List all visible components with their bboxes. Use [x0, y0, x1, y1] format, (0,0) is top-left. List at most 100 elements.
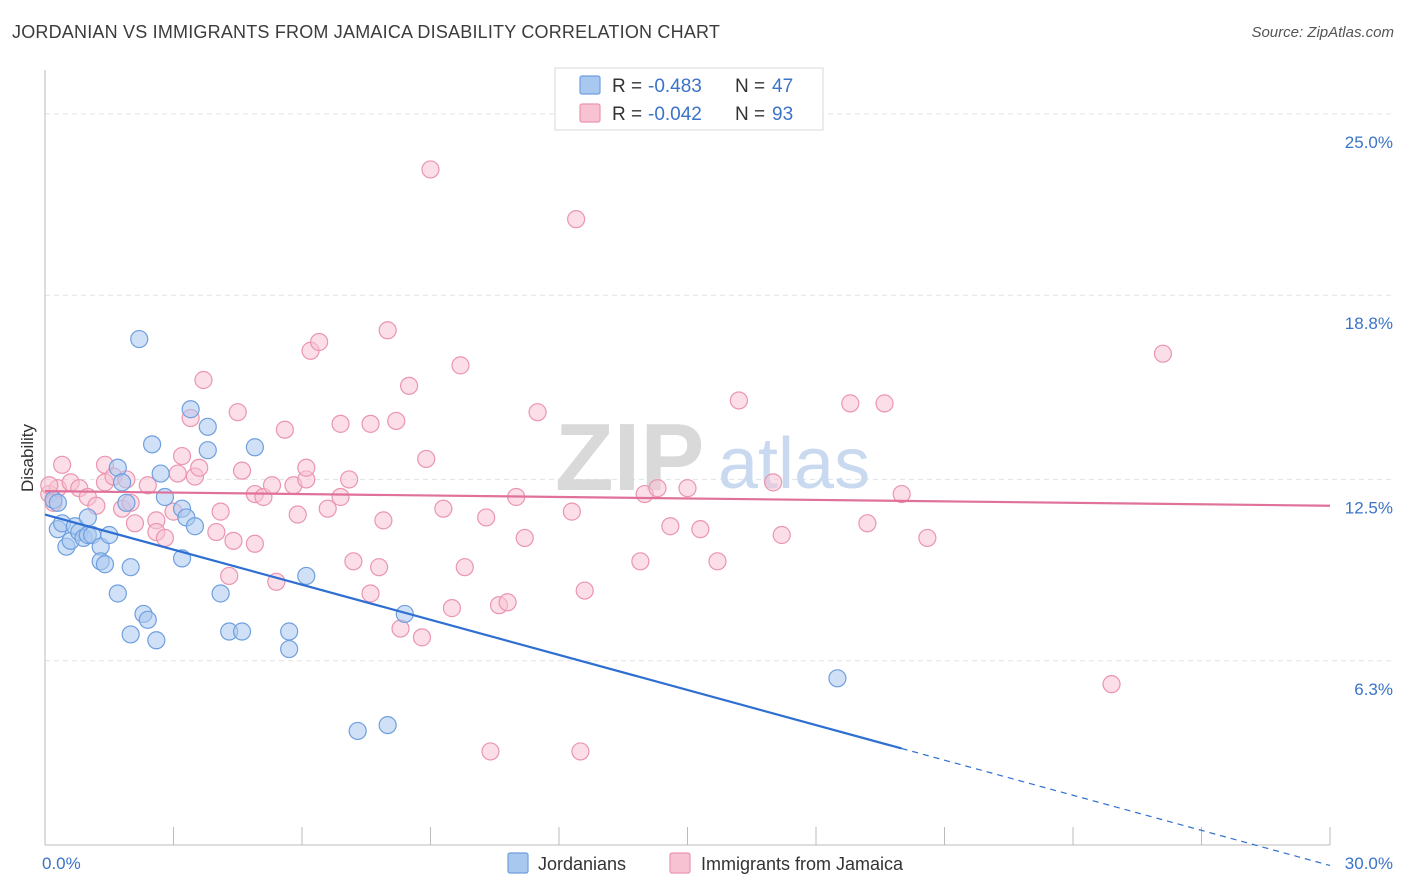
point-jamaica: [1102, 675, 1121, 694]
point-jamaica: [515, 528, 534, 548]
point-jordanian: [142, 435, 162, 454]
point-jordanian: [280, 622, 299, 641]
point-jamaica: [841, 394, 860, 413]
point-jamaica: [207, 522, 226, 542]
point-jamaica: [138, 476, 157, 495]
legend-n-label-1: N =: [735, 76, 765, 97]
point-jamaica: [648, 479, 667, 498]
point-jamaica: [434, 499, 453, 518]
point-jamaica: [224, 531, 243, 550]
point-jordanian: [185, 517, 205, 536]
point-jamaica: [361, 414, 380, 433]
point-jamaica: [678, 479, 697, 498]
point-jamaica: [172, 446, 192, 466]
point-jamaica: [562, 502, 581, 521]
point-jamaica: [331, 487, 350, 507]
point-jamaica: [1153, 344, 1173, 363]
watermark: ZIP atlas: [555, 404, 870, 511]
point-jamaica: [370, 558, 389, 577]
y-axis-title: Disability: [18, 423, 37, 492]
point-jordanian: [378, 715, 397, 735]
point-jamaica: [232, 461, 252, 480]
x-tick-max: 30.0%: [1345, 854, 1393, 873]
point-jordanian: [78, 508, 97, 527]
trend-line-jordanians: [44, 513, 902, 750]
point-jamaica: [571, 742, 590, 761]
point-jordanian: [95, 555, 115, 574]
y-tick-label: 12.5%: [1345, 498, 1393, 517]
point-jamaica: [331, 414, 350, 433]
point-jordanian: [348, 721, 367, 741]
point-jordanian: [245, 438, 264, 457]
bottom-legend-jordanians: Jordanians: [538, 854, 626, 874]
bottom-legend-jamaica: Immigrants from Jamaica: [701, 854, 904, 874]
point-jamaica: [455, 558, 474, 577]
point-jamaica: [190, 458, 209, 477]
point-jamaica: [194, 370, 213, 390]
point-jordanian: [828, 669, 847, 688]
legend-n-label-2: N =: [735, 104, 765, 125]
legend-swatch-jamaica: [579, 103, 601, 123]
point-jordanian: [112, 473, 132, 492]
bottom-legend-swatch-jamaica: [669, 852, 691, 874]
legend-r-value-1: -0.483: [648, 76, 702, 97]
trend-lines: [44, 490, 1331, 867]
point-jamaica: [378, 321, 397, 340]
point-jamaica: [387, 411, 406, 431]
chart-title: JORDANIAN VS IMMIGRANTS FROM JAMAICA DIS…: [12, 22, 721, 42]
point-jamaica: [729, 391, 749, 410]
legend-swatch-jordanians: [579, 75, 601, 95]
point-jordanian: [121, 558, 140, 577]
y-tick-label: 18.8%: [1345, 314, 1393, 333]
axes: [44, 70, 1331, 846]
point-jordanian: [232, 622, 252, 641]
point-jamaica: [399, 376, 419, 395]
point-jamaica: [691, 520, 710, 539]
point-jamaica: [374, 511, 393, 530]
y-tick-label: 25.0%: [1345, 133, 1393, 152]
point-jordanian: [280, 639, 299, 659]
point-jamaica: [498, 593, 517, 612]
point-jamaica: [892, 484, 911, 504]
point-jordanian: [130, 329, 149, 349]
point-jordanian: [108, 584, 127, 603]
stats-legend: R = -0.483 N = 47 R = -0.042 N = 93: [554, 67, 824, 131]
point-jamaica: [875, 394, 894, 413]
point-jamaica: [125, 514, 145, 533]
series-legend: Jordanians Immigrants from Jamaica: [507, 852, 904, 874]
point-jordanian: [198, 441, 217, 460]
point-jordanian: [138, 610, 157, 629]
point-jamaica: [155, 528, 175, 548]
legend-r-label-1: R =: [612, 76, 642, 97]
point-jamaica: [310, 332, 329, 352]
point-jamaica: [528, 403, 547, 422]
point-jamaica: [421, 160, 440, 179]
watermark-atlas: atlas: [718, 424, 870, 504]
point-jamaica: [245, 534, 264, 553]
point-jamaica: [344, 552, 363, 571]
point-jamaica: [631, 552, 650, 571]
point-jamaica: [297, 458, 316, 477]
point-jamaica: [477, 508, 496, 527]
x-tick-min: 0.0%: [42, 854, 81, 873]
point-jamaica: [53, 455, 72, 474]
point-jordanian: [211, 584, 230, 603]
legend-n-value-2: 93: [772, 104, 793, 125]
point-jamaica: [211, 502, 230, 521]
point-jamaica: [417, 449, 436, 469]
point-jamaica: [318, 499, 337, 518]
point-jordanian: [121, 625, 140, 644]
point-jamaica: [918, 528, 937, 548]
legend-r-label-2: R =: [612, 104, 642, 125]
point-jordanian: [155, 487, 175, 507]
legend-n-value-1: 47: [772, 76, 793, 97]
point-jordanian: [100, 525, 119, 545]
point-jamaica: [451, 356, 470, 375]
watermark-zip: ZIP: [555, 404, 704, 511]
source-credit: Source: ZipAtlas.com: [1251, 24, 1394, 41]
point-jordanian: [198, 417, 217, 436]
point-jamaica: [661, 517, 680, 536]
point-jamaica: [575, 581, 594, 600]
y-tick-label: 6.3%: [1354, 680, 1393, 699]
